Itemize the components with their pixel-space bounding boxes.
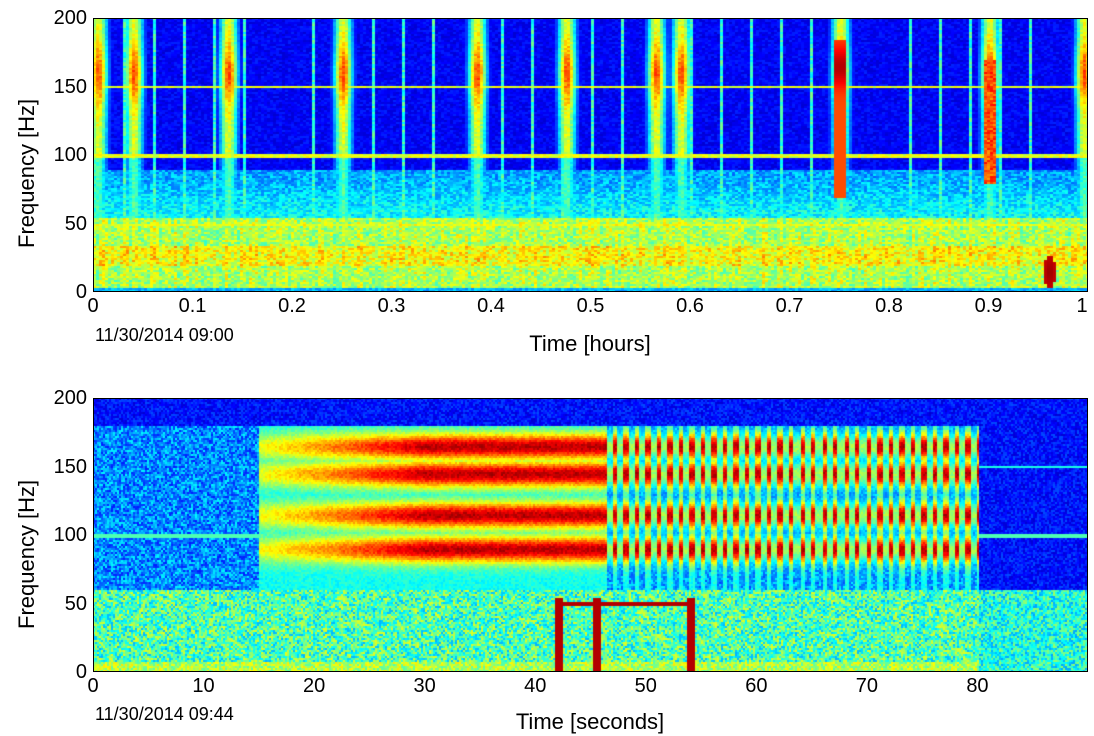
start-timestamp: 11/30/2014 09:44 xyxy=(95,704,234,724)
x-tick-label: 0.9 xyxy=(974,295,1003,317)
spectrogram-hours-plot xyxy=(93,18,1088,292)
x-tick-label: 0.5 xyxy=(576,295,605,317)
x-tick-label: 0.8 xyxy=(875,295,903,317)
y-tick-label: 0 xyxy=(75,281,87,303)
x-tick-label: 40 xyxy=(524,675,547,697)
spectrogram-seconds-plot xyxy=(93,398,1088,672)
spectrogram-hours-panel: Frequency [Hz] Time [hours] 11/30/2014 0… xyxy=(14,7,1088,356)
y-tick-label: 150 xyxy=(53,455,87,478)
spectrogram-hours-heatmap xyxy=(93,18,1088,292)
y-tick-label: 150 xyxy=(53,75,87,98)
x-tick-label: 1 xyxy=(1076,295,1088,317)
y-tick-label: 100 xyxy=(53,144,87,166)
x-tick-label: 80 xyxy=(966,675,989,697)
x-tick-label: 0.7 xyxy=(775,295,804,317)
x-tick-label: 0 xyxy=(87,295,99,317)
y-tick-label: 50 xyxy=(64,592,87,615)
x-tick-label: 70 xyxy=(855,675,878,697)
spectrogram-seconds-heatmap xyxy=(93,398,1088,672)
y-tick-label: 50 xyxy=(64,212,87,235)
x-axis-label: Time [hours] xyxy=(529,331,651,356)
x-tick-label: 30 xyxy=(413,675,436,697)
x-tick-label: 10 xyxy=(192,675,215,697)
y-axis-label: Frequency [Hz] xyxy=(14,98,39,248)
x-tick-label: 50 xyxy=(634,675,657,697)
x-tick-label: 0.2 xyxy=(278,295,306,317)
y-tick-label: 200 xyxy=(53,7,87,29)
x-tick-label: 0.4 xyxy=(477,295,505,317)
x-axis-label: Time [seconds] xyxy=(515,709,665,734)
y-tick-label: 200 xyxy=(53,387,87,409)
x-tick-label: 0 xyxy=(87,675,99,697)
y-axis-label: Frequency [Hz] xyxy=(14,479,39,629)
x-tick-label: 0.6 xyxy=(676,295,704,317)
spectrogram-seconds-panel: Frequency [Hz] Time [seconds] 11/30/2014… xyxy=(0,378,1094,736)
y-tick-label: 100 xyxy=(53,524,87,546)
x-tick-label: 60 xyxy=(745,675,768,697)
x-tick-label: 20 xyxy=(302,675,326,697)
y-tick-label: 0 xyxy=(75,661,87,683)
x-tick-label: 0.3 xyxy=(377,295,406,317)
x-tick-label: 0.1 xyxy=(178,295,207,317)
start-timestamp: 11/30/2014 09:00 xyxy=(95,325,234,345)
